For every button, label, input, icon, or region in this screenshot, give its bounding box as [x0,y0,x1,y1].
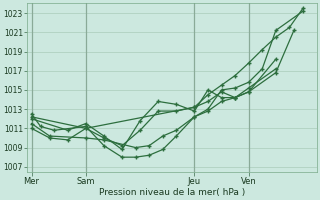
X-axis label: Pression niveau de la mer( hPa ): Pression niveau de la mer( hPa ) [99,188,245,197]
